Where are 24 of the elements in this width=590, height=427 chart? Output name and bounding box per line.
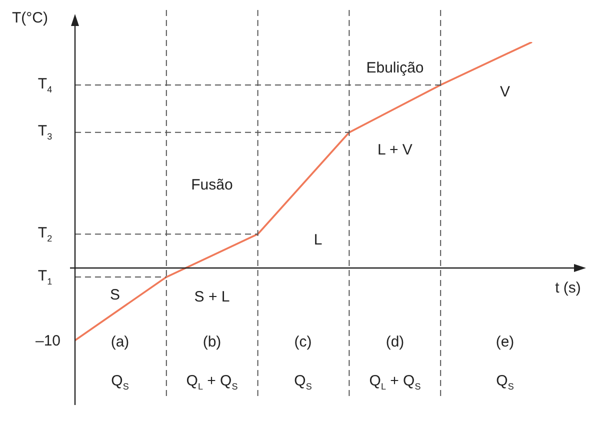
text: Q$_{S}$ bbox=[294, 372, 312, 392]
ref-line-label: T$_{4}$ bbox=[38, 75, 52, 94]
y-axis-title: T(°C) bbox=[12, 10, 48, 26]
text: Q$_{L}$ + Q$_{S}$ bbox=[369, 372, 421, 392]
annotation: (e) bbox=[496, 334, 514, 350]
annotation: L + V bbox=[378, 142, 412, 158]
text: Q$_{L}$ + Q$_{S}$ bbox=[186, 372, 238, 392]
annotation: (b) bbox=[202, 334, 222, 350]
x-axis-title: t (s) bbox=[555, 280, 581, 296]
annotation: Fusão bbox=[191, 176, 233, 194]
annotation: V bbox=[500, 84, 510, 100]
text: –10 bbox=[35, 332, 61, 350]
ref-line-label: T$_{3}$ bbox=[38, 122, 52, 142]
annotation: S + L bbox=[194, 288, 230, 306]
annotation: (a) bbox=[110, 334, 130, 350]
ref-line-label: T$_{2}$ bbox=[38, 224, 52, 244]
annotation: L bbox=[314, 232, 322, 248]
annotation: Ebulição bbox=[366, 60, 424, 76]
ref-line-label: T$_{1}$ bbox=[38, 268, 52, 287]
annotation: S bbox=[110, 286, 120, 304]
annotation: (d) bbox=[386, 334, 404, 350]
text: Q$_{S}$ bbox=[111, 372, 129, 392]
text: Q$_{S}$ bbox=[496, 372, 514, 392]
annotation: (c) bbox=[294, 334, 312, 350]
